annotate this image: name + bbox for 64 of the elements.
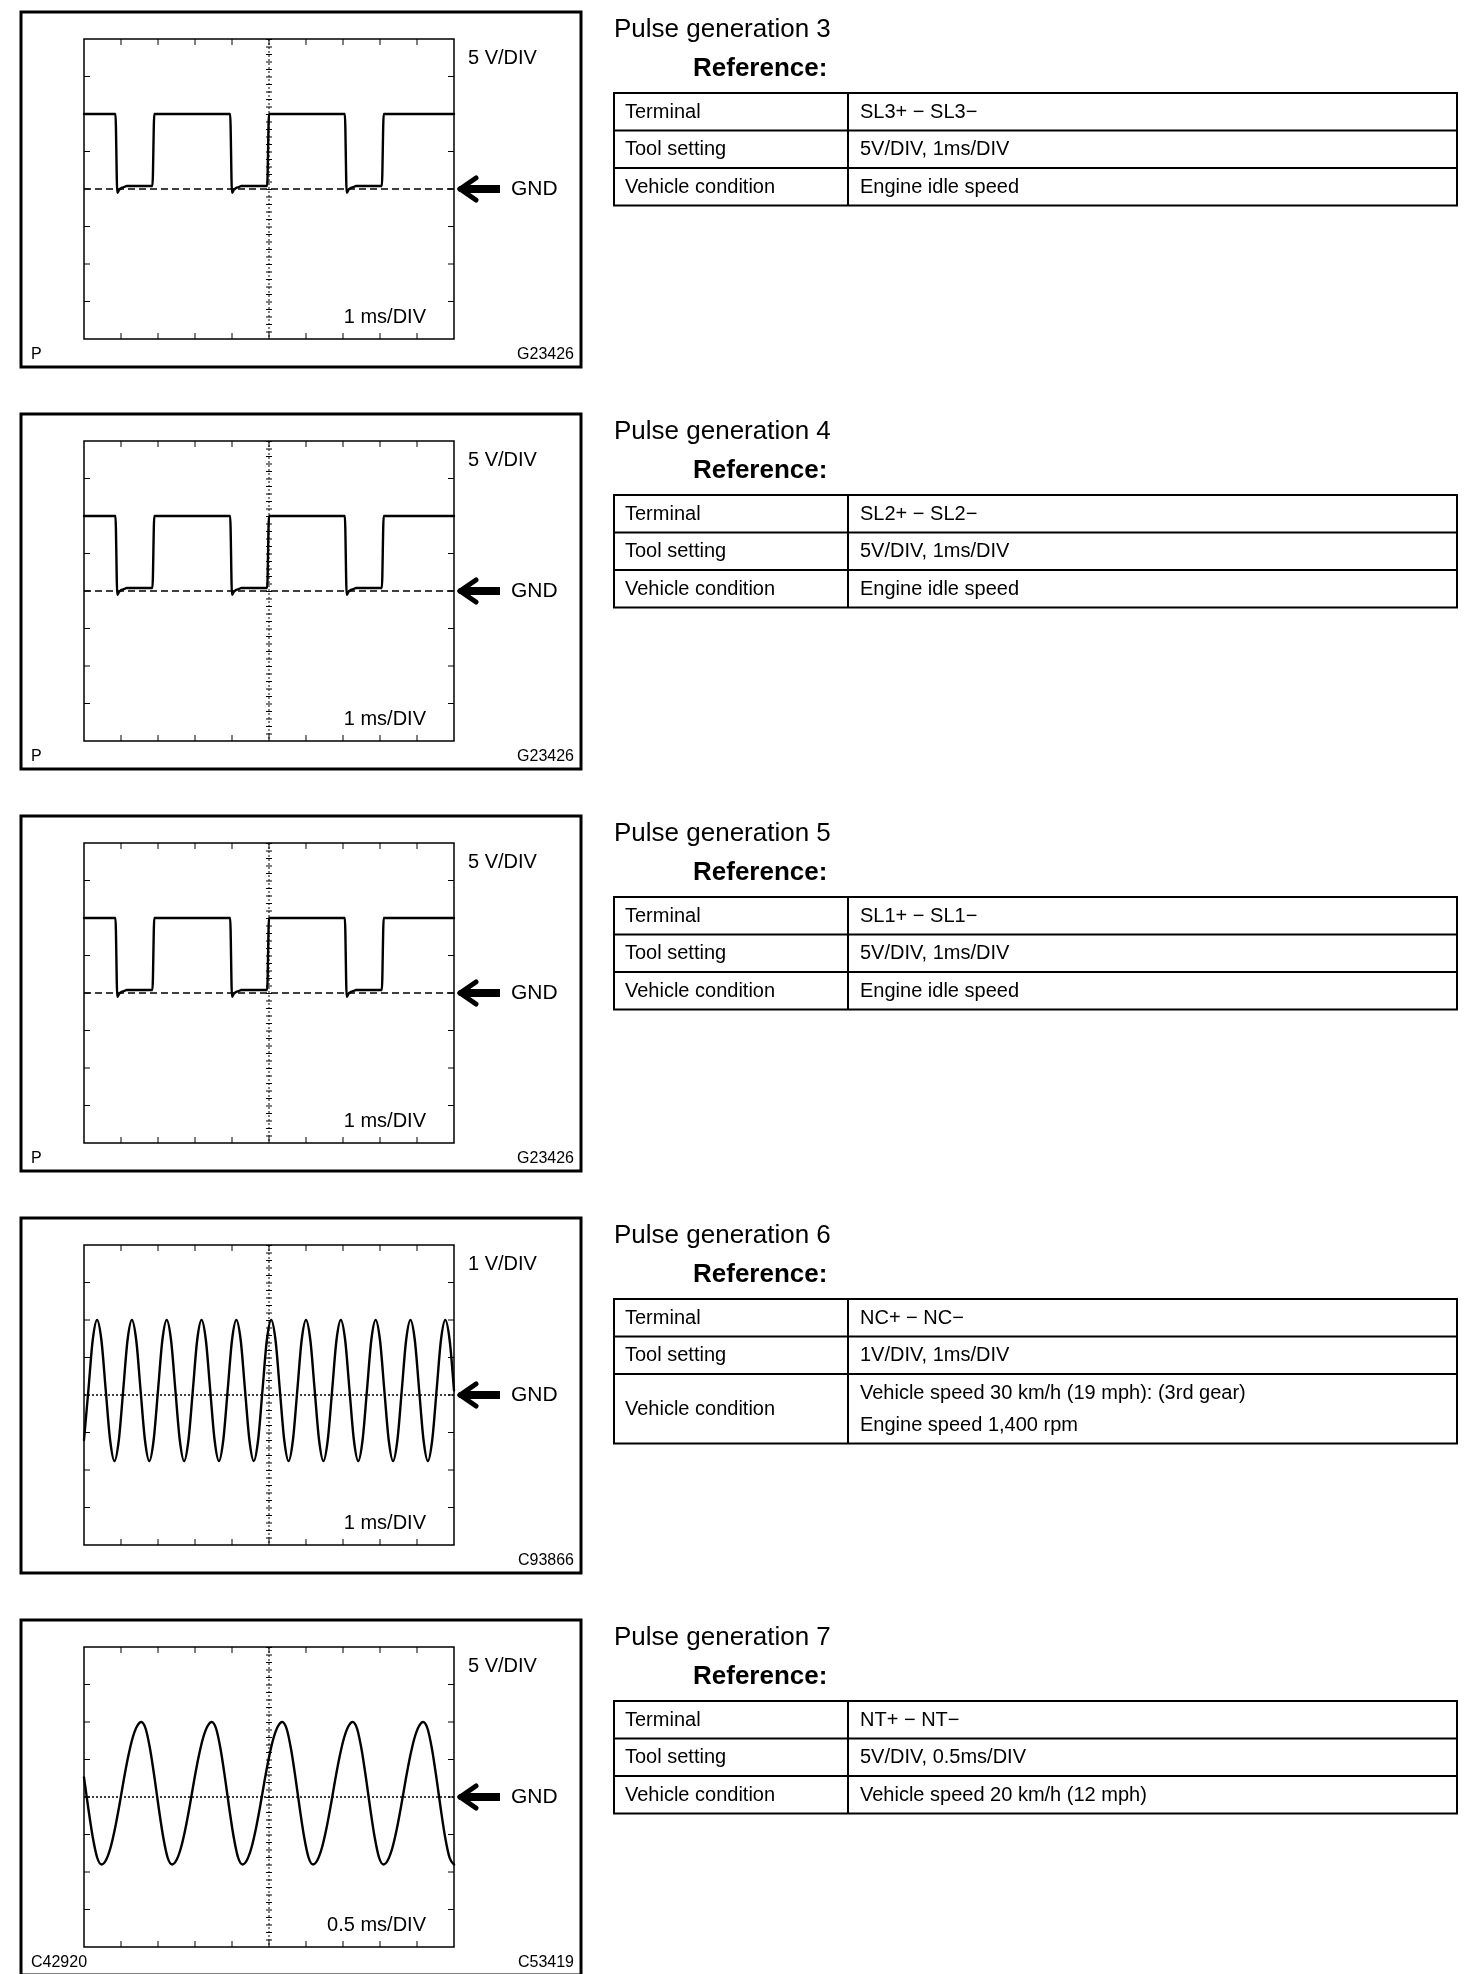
text: G23426 (517, 345, 575, 362)
x-axis-title: 1 ms/DIV (343, 1511, 427, 1533)
x-axis-title: 0.5 ms/DIV (327, 1913, 427, 1935)
text: NC+ − NC− (860, 1305, 964, 1328)
text: 5V/DIV, 1ms/DIV (860, 137, 1010, 160)
text: Vehicle speed 20 km/h (12 mph) (860, 1782, 1147, 1805)
text: Vehicle condition (625, 1782, 776, 1805)
text: G23426 (517, 1149, 575, 1166)
text: Reference: (693, 1258, 828, 1288)
x-axis-title: 1 ms/DIV (343, 305, 427, 327)
text: P (31, 345, 42, 362)
text: NT+ − NT− (860, 1707, 960, 1730)
text: 5V/DIV, 0.5ms/DIV (860, 1745, 1027, 1768)
text: Tool setting (625, 1343, 727, 1366)
text: Reference: (693, 454, 828, 484)
y-axis-title: 5 V/DIV (468, 448, 538, 470)
text: Terminal (625, 1305, 701, 1328)
text: Vehicle condition (625, 1396, 776, 1419)
text: G23426 (517, 747, 575, 764)
x-axis-title: 1 ms/DIV (343, 1109, 427, 1131)
text: Engine idle speed (860, 576, 1020, 599)
text: 5V/DIV, 1ms/DIV (860, 941, 1010, 964)
text: Engine idle speed (860, 978, 1020, 1001)
text: 1V/DIV, 1ms/DIV (860, 1343, 1010, 1366)
ref-line-label: GND (511, 1784, 558, 1807)
y-axis-title: 1 V/DIV (468, 1252, 538, 1274)
text: Pulse generation 7 (614, 1621, 831, 1651)
text: Pulse generation 3 (614, 13, 831, 43)
y-axis-title: 5 V/DIV (468, 46, 538, 68)
text: Vehicle speed 30 km/h (19 mph): (3rd gear) Engine speed 1,400 rpm (860, 1380, 1246, 1435)
text: Terminal (625, 99, 701, 122)
ref-line-label: GND (511, 578, 558, 601)
text: C93866 (517, 1551, 575, 1568)
text: Tool setting (625, 1745, 727, 1768)
y-axis-title: 5 V/DIV (468, 1654, 538, 1676)
ref-line-label: GND (511, 980, 558, 1003)
text: C42920 (31, 1953, 88, 1970)
text: Vehicle condition (625, 978, 776, 1001)
y-axis-title: 5 V/DIV (468, 850, 538, 872)
text: P (31, 747, 42, 764)
text: Terminal (625, 903, 701, 926)
text: Tool setting (625, 941, 727, 964)
text: Pulse generation 5 (614, 817, 831, 847)
text: Vehicle condition (625, 576, 776, 599)
text: Vehicle condition (625, 174, 776, 197)
text: Tool setting (625, 137, 727, 160)
text: P (31, 1149, 42, 1166)
text: Pulse generation 4 (614, 415, 831, 445)
x-axis-title: 1 ms/DIV (343, 707, 427, 729)
text: C53419 (517, 1953, 575, 1970)
text: Reference: (693, 856, 828, 886)
text: Tool setting (625, 539, 727, 562)
text: Reference: (693, 1660, 828, 1690)
text: Terminal (625, 1707, 701, 1730)
text: Engine idle speed (860, 174, 1020, 197)
text: SL1+ − SL1− (860, 903, 978, 926)
ref-line-label: GND (511, 176, 558, 199)
text: 5V/DIV, 1ms/DIV (860, 539, 1010, 562)
text: Terminal (625, 501, 701, 524)
text: Reference: (693, 52, 828, 82)
text: SL3+ − SL3− (860, 99, 978, 122)
text: Pulse generation 6 (614, 1219, 831, 1249)
text: SL2+ − SL2− (860, 501, 978, 524)
ref-line-label: GND (511, 1382, 558, 1405)
